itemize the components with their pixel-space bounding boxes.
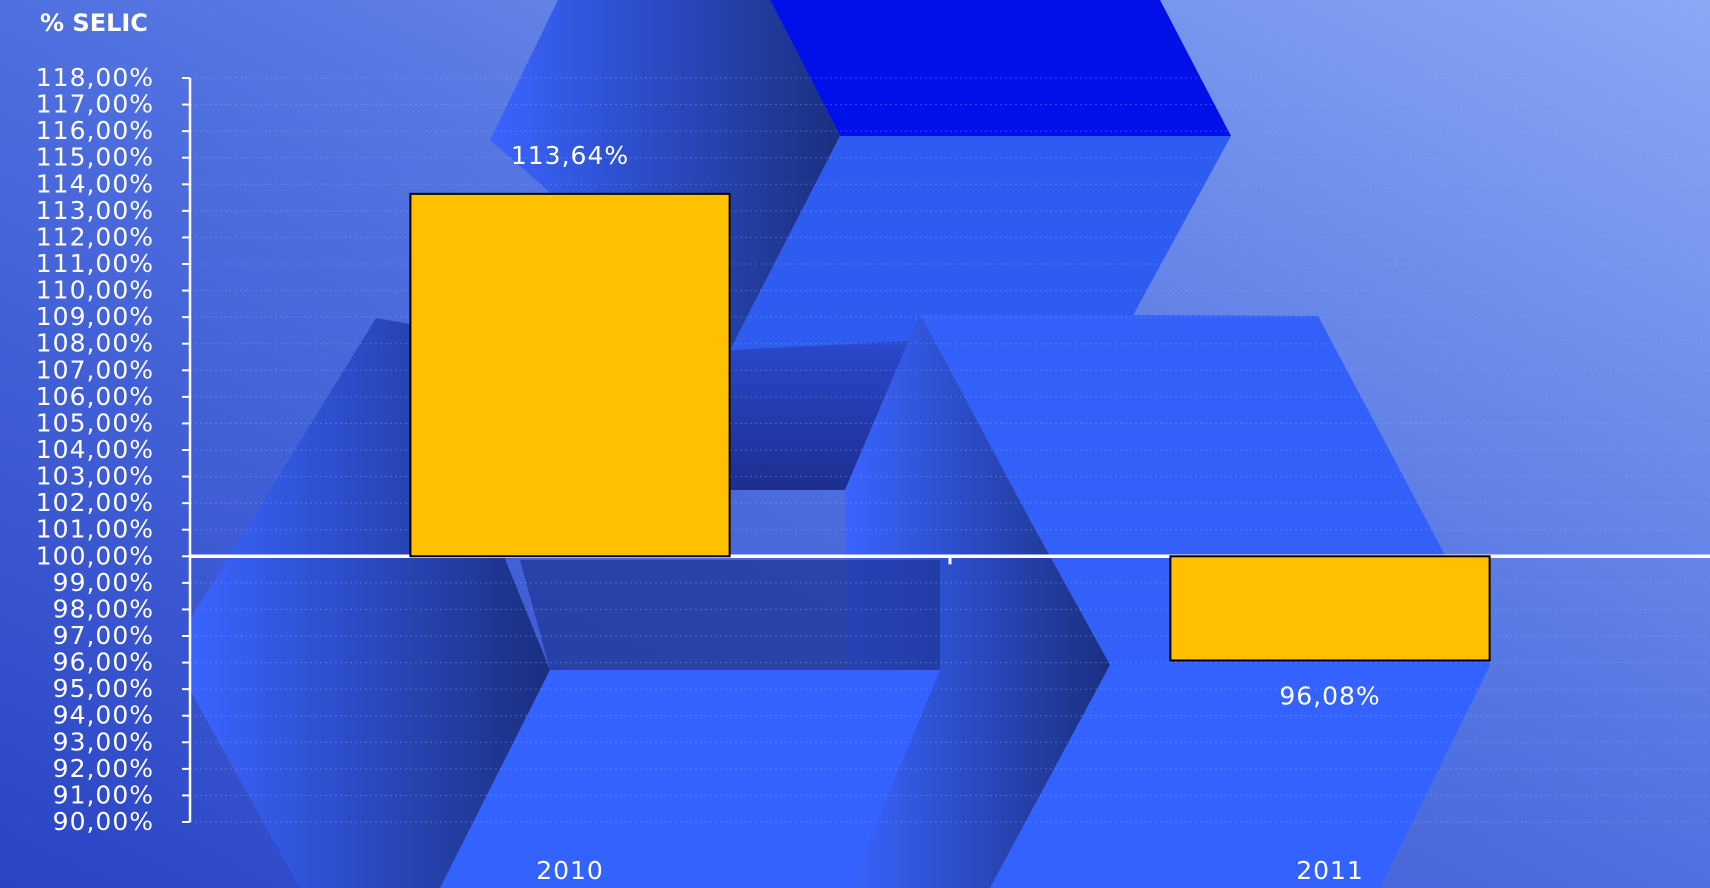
y-tick-label: 100,00%: [36, 541, 154, 570]
value-label: 113,64%: [511, 141, 629, 170]
y-tick-label: 105,00%: [36, 408, 154, 437]
y-tick-label: 106,00%: [36, 382, 154, 411]
y-tick-label: 108,00%: [36, 329, 154, 358]
y-tick-label: 117,00%: [36, 90, 154, 119]
y-tick-label: 98,00%: [53, 594, 154, 623]
x-tick-label: 2011: [1296, 856, 1364, 885]
axis-title: % SELIC: [40, 9, 148, 37]
bar: [1169, 555, 1491, 662]
y-tick-label: 114,00%: [36, 169, 154, 198]
y-tick-label: 99,00%: [53, 568, 154, 597]
y-tick-label: 93,00%: [53, 727, 154, 756]
y-tick-label: 95,00%: [53, 674, 154, 703]
y-tick-label: 110,00%: [36, 276, 154, 305]
y-tick-label: 92,00%: [53, 754, 154, 783]
y-tick-label: 113,00%: [36, 196, 154, 225]
y-tick-label: 90,00%: [53, 807, 154, 836]
y-tick-label: 94,00%: [53, 701, 154, 730]
y-tick-label: 104,00%: [36, 435, 154, 464]
value-label: 96,08%: [1279, 681, 1380, 710]
y-tick-label: 107,00%: [36, 355, 154, 384]
y-tick-label: 103,00%: [36, 462, 154, 491]
y-tick-label: 118,00%: [36, 63, 154, 92]
bar: [409, 192, 731, 558]
y-tick-label: 111,00%: [36, 249, 154, 278]
y-tick-label: 102,00%: [36, 488, 154, 517]
x-tick-label: 2010: [536, 856, 604, 885]
y-tick-label: 116,00%: [36, 116, 154, 145]
y-tick-label: 91,00%: [53, 780, 154, 809]
y-tick-label: 96,00%: [53, 648, 154, 677]
y-tick-label: 101,00%: [36, 515, 154, 544]
y-tick-label: 97,00%: [53, 621, 154, 650]
y-tick-label: 115,00%: [36, 143, 154, 172]
y-tick-label: 109,00%: [36, 302, 154, 331]
y-tick-label: 112,00%: [36, 222, 154, 251]
